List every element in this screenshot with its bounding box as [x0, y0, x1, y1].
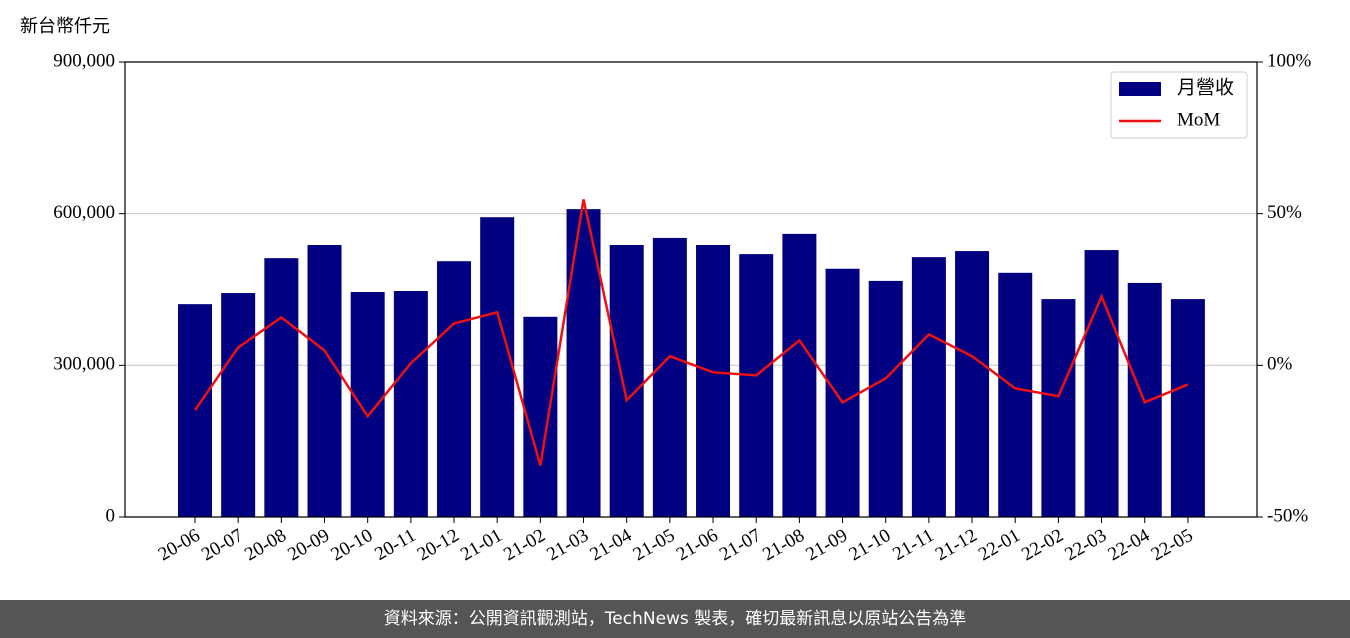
bar: [739, 254, 774, 517]
x-tick-label: 20-11: [371, 525, 419, 565]
x-tick-label: 21-07: [716, 525, 765, 565]
x-tick-label: 21-05: [630, 525, 679, 565]
bar: [393, 291, 428, 517]
legend-label: 月營收: [1177, 76, 1234, 98]
x-tick-label: 20-08: [241, 525, 290, 565]
bar: [782, 233, 817, 517]
unit-label: 新台幣仟元: [20, 16, 110, 37]
bar: [566, 209, 601, 517]
x-tick-label: 21-03: [543, 525, 592, 565]
bar: [1041, 299, 1076, 517]
bar: [178, 304, 212, 517]
bar: [955, 251, 990, 518]
bar: [998, 272, 1033, 517]
legend-swatch: [1119, 82, 1161, 96]
bar: [696, 245, 731, 517]
bar: [480, 217, 515, 517]
footer: 資料來源：公開資訊觀測站，TechNews 製表，確切最新訊息以原站公告為準: [0, 600, 1350, 638]
bar: [825, 268, 860, 517]
plot-frame: [124, 61, 1258, 518]
bar: [221, 293, 256, 517]
chart: 新台幣仟元 0 300,000 600,000 900,000 -50% 0% 50% 100…: [20, 16, 1312, 566]
x-tick-label: 20-09: [284, 525, 333, 565]
x-tick-label: 21-11: [889, 525, 937, 565]
x-tick-label: 21-04: [586, 525, 635, 566]
x-tick-label: 21-06: [673, 525, 722, 565]
y2-tick-label: 50%: [1267, 202, 1302, 223]
x-tick-label: 21-08: [759, 525, 808, 565]
y2-tick-label: -50%: [1267, 505, 1308, 526]
x-tick-label: 22-01: [975, 525, 1024, 565]
x-tick-label: 20-10: [327, 525, 376, 565]
x-tick-label: 22-02: [1018, 525, 1067, 565]
y-tick-label: 0: [106, 505, 116, 526]
x-tick-label: 21-10: [846, 525, 895, 565]
line: [193, 199, 1189, 466]
bar: [437, 261, 472, 517]
y-tick-label: 600,000: [53, 202, 115, 223]
bar: [1084, 250, 1119, 518]
legend-label: MoM: [1177, 109, 1220, 130]
y2-tick-label: 0%: [1267, 354, 1293, 375]
bar: [911, 257, 946, 517]
y-tick-label: 300,000: [53, 354, 115, 375]
x-tick-label: 21-12: [932, 525, 981, 565]
bar: [350, 292, 385, 517]
x-tick-label: 20-06: [155, 525, 204, 565]
x-tick-label: 21-09: [802, 525, 851, 565]
x-tick-label: 20-07: [198, 525, 247, 565]
bar: [868, 280, 903, 517]
bar: [264, 258, 299, 517]
x-tick-label: 21-01: [457, 525, 506, 565]
x-tick-label: 22-04: [1105, 525, 1154, 566]
x-tick-label: 20-12: [414, 525, 463, 565]
y-tick-label: 900,000: [53, 50, 115, 71]
x-tick-label: 21-02: [500, 525, 549, 565]
bar: [307, 245, 342, 517]
x-tick-label: 22-05: [1148, 525, 1197, 565]
bar: [523, 316, 558, 517]
bar: [1170, 299, 1205, 517]
x-tick-label: 22-03: [1061, 525, 1110, 565]
bar: [652, 237, 687, 517]
y2-tick-label: 100%: [1267, 50, 1312, 71]
bar: [609, 245, 644, 517]
